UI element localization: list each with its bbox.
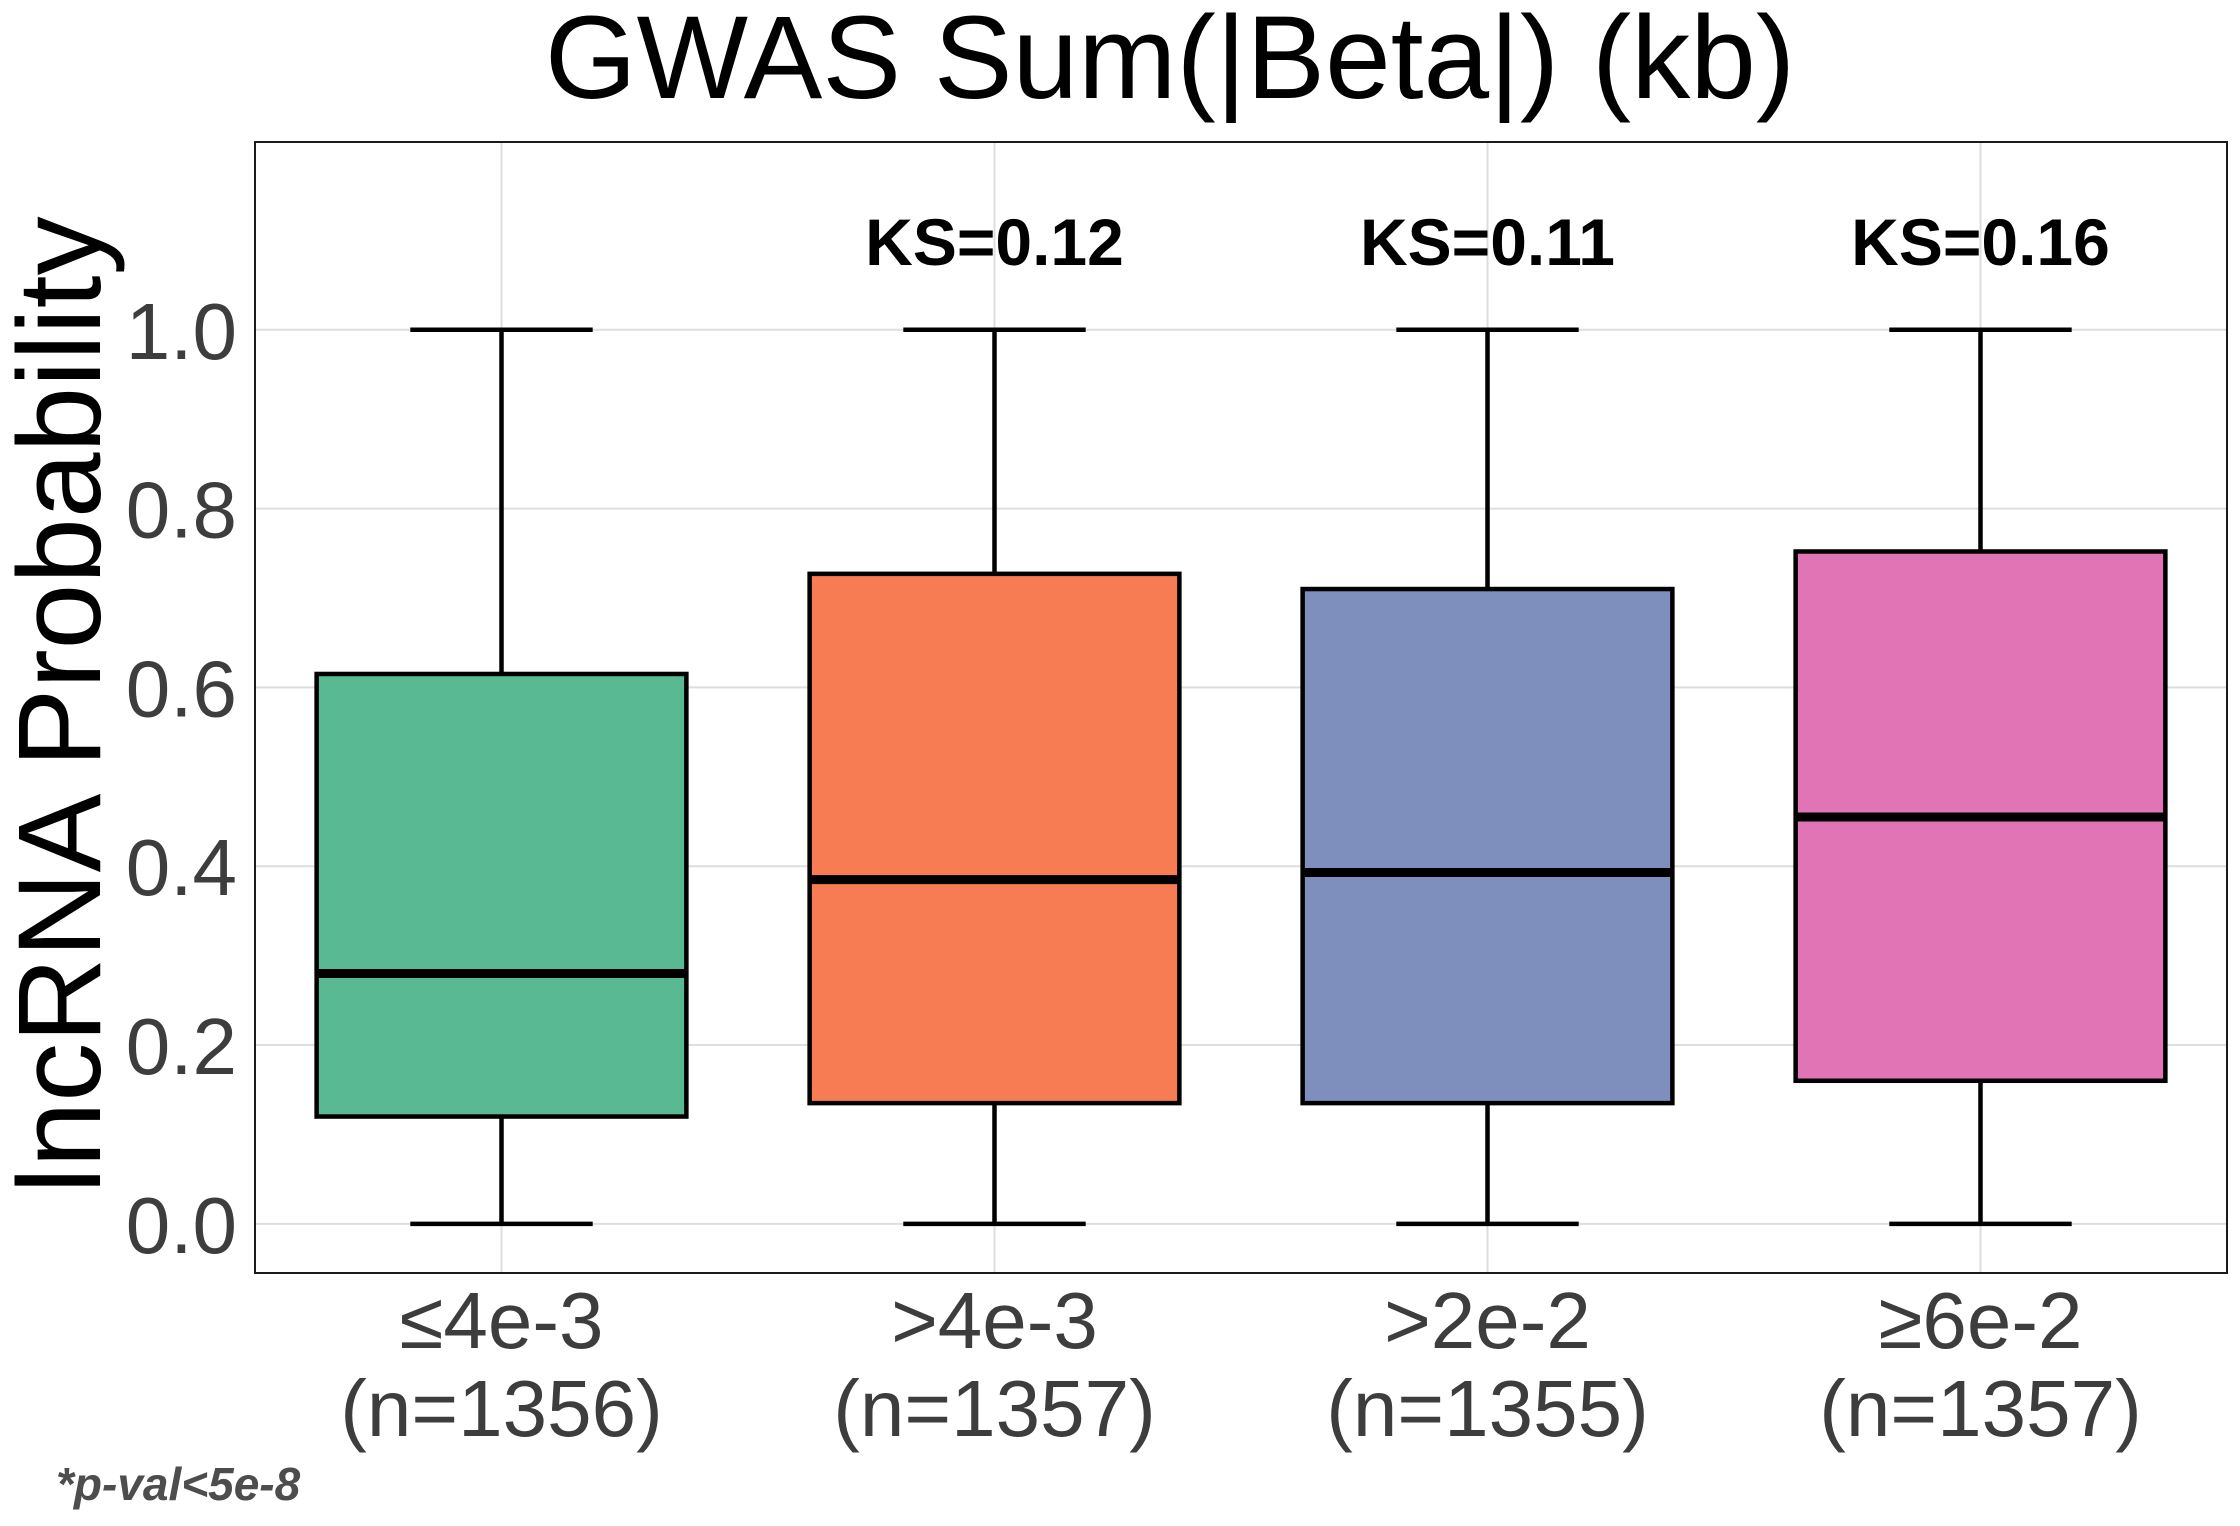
y-tick-label: 0.2 [126,1002,237,1091]
y-tick-label: 1.0 [126,287,237,376]
box-group [314,327,689,1227]
x-axis-ticks: ≤4e-3(n=1356)>4e-3(n=1357)>2e-2(n=1355)≥… [340,1276,2141,1453]
y-axis-ticks: 0.0 0.2 0.4 0.6 0.8 1.0 [126,287,237,1270]
x-tick-count: (n=1356) [340,1364,662,1453]
ks-annotation: KS=0.12 [865,205,1124,279]
plot-panel-border [254,141,2228,1274]
x-tick-label: ≥6e-2 [1878,1276,2082,1365]
x-tick-count: (n=1355) [1326,1364,1648,1453]
y-axis-label: lncRNA Probability [0,216,126,1193]
y-tick-label: 0.8 [126,466,237,555]
iqr-box [807,571,1182,1106]
x-tick-label: >4e-3 [891,1276,1098,1365]
y-tick-label: 0.0 [126,1181,237,1270]
x-tick-count: (n=1357) [1819,1364,2141,1453]
chart-title: GWAS Sum(|Beta|) (kb) [545,0,1795,124]
p-value-caption: *p-val<5e-8 [56,1458,301,1510]
ks-annotation: KS=0.16 [1851,205,2110,279]
box-group [807,327,1182,1227]
x-tick-label: >2e-2 [1384,1276,1591,1365]
box-group [1793,327,2168,1227]
ks-annotations: KS=0.12 KS=0.11 KS=0.16 [865,205,2110,279]
x-tick-count: (n=1357) [833,1364,1155,1453]
y-tick-label: 0.6 [126,644,237,733]
iqr-box [1300,586,1675,1106]
boxes [314,327,2168,1227]
y-tick-label: 0.4 [126,823,237,912]
iqr-box [314,671,689,1119]
box-group [1300,327,1675,1227]
ks-annotation: KS=0.11 [1360,205,1615,279]
x-tick-label: ≤4e-3 [399,1276,603,1365]
